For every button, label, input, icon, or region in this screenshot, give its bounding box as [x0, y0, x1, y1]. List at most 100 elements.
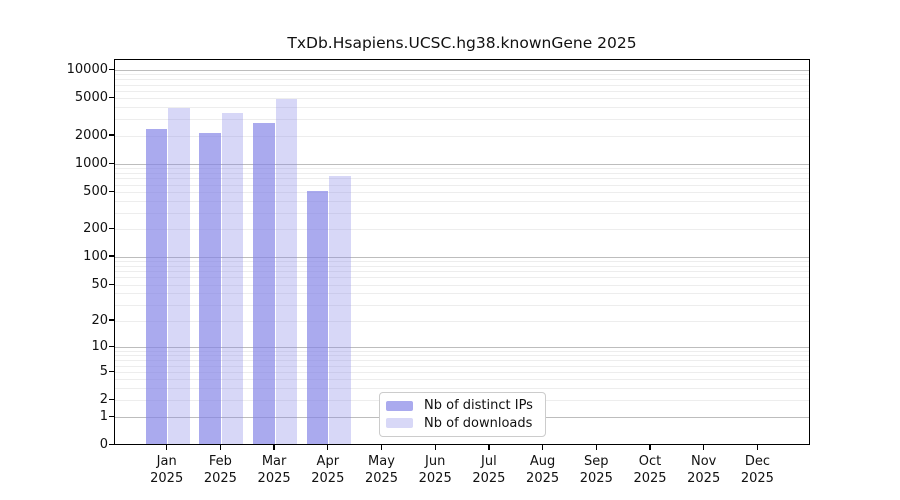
- x-tick-mark: [166, 445, 168, 450]
- major-gridline: [115, 163, 809, 165]
- y-tick-mark: [109, 346, 114, 348]
- y-axis-tick-label: 50: [91, 276, 108, 292]
- x-tick-text: Mar: [261, 454, 287, 469]
- minor-gridline: [115, 212, 809, 214]
- x-tick-mark: [488, 445, 490, 450]
- y-axis-tick-label: 5000: [74, 90, 108, 106]
- x-tick-text: 2025: [203, 471, 237, 486]
- x-tick-text: Jun: [425, 454, 446, 469]
- plot-area: [114, 59, 810, 445]
- x-axis-tick-label-may: May 2025: [350, 453, 414, 487]
- x-tick-text: 2025: [364, 471, 399, 486]
- y-axis-tick-label: 1000: [74, 155, 108, 171]
- x-tick-mark: [703, 445, 705, 450]
- minor-gridline: [115, 228, 809, 230]
- legend: Nb of distinct IPs Nb of downloads: [379, 392, 546, 437]
- y-axis-tick-label: 0: [99, 437, 108, 452]
- y-axis-tick-label: 5: [99, 364, 108, 380]
- minor-gridline: [115, 118, 809, 120]
- bar-distinct-ips-apr: [306, 190, 329, 444]
- x-tick-mark: [327, 445, 329, 450]
- x-axis-tick-label-sep: Sep 2025: [564, 453, 628, 487]
- x-tick-mark: [434, 445, 436, 450]
- y-axis-tick-label: 20: [91, 312, 108, 328]
- x-tick-text: 2025: [687, 471, 721, 486]
- y-tick-mark: [109, 319, 114, 321]
- x-tick-text: 2025: [311, 471, 345, 486]
- x-axis-tick-label-aug: Aug 2025: [511, 453, 575, 487]
- x-tick-mark: [541, 445, 544, 450]
- bar-distinct-ips-feb: [199, 132, 221, 444]
- minor-gridline: [115, 304, 809, 306]
- x-tick-text: Oct: [638, 454, 662, 469]
- y-tick-mark: [109, 416, 114, 418]
- bar-downloads-feb: [221, 113, 244, 444]
- x-tick-text: 2025: [526, 471, 560, 486]
- x-tick-mark: [380, 445, 383, 450]
- y-axis-tick-label: 1: [99, 409, 108, 425]
- minor-gridline: [115, 201, 809, 203]
- y-axis-tick-label: 500: [83, 184, 108, 200]
- x-tick-text: Aug: [529, 454, 556, 469]
- y-tick-mark: [109, 283, 114, 285]
- legend-label-distinct-ips: Nb of distinct IPs: [424, 398, 533, 414]
- y-tick-mark: [109, 371, 114, 373]
- x-tick-mark: [273, 445, 275, 450]
- legend-label-downloads: Nb of downloads: [424, 415, 533, 431]
- minor-gridline: [115, 372, 809, 374]
- legend-item-downloads: Nb of downloads: [386, 416, 537, 431]
- y-tick-mark: [109, 97, 114, 99]
- minor-gridline: [115, 168, 809, 170]
- minor-gridline: [115, 320, 809, 322]
- minor-gridline: [115, 178, 809, 180]
- y-tick-mark: [109, 398, 114, 400]
- x-tick-mark: [756, 445, 759, 450]
- chart-title: TxDb.Hsapiens.UCSC.hg38.knownGene 2025: [287, 34, 637, 52]
- y-axis-tick-label: 2: [99, 391, 108, 407]
- x-tick-text: Jan: [156, 454, 177, 469]
- minor-gridline: [115, 192, 809, 194]
- x-tick-text: Jul: [481, 454, 497, 469]
- minor-gridline: [115, 355, 809, 357]
- minor-gridline: [115, 98, 809, 100]
- y-tick-mark: [109, 227, 114, 229]
- bar-distinct-ips-mar: [253, 122, 275, 444]
- minor-gridline: [115, 172, 809, 174]
- minor-gridline: [115, 378, 809, 380]
- x-tick-text: Feb: [208, 454, 232, 469]
- y-axis-tick-label: 10000: [66, 62, 108, 77]
- minor-gridline: [115, 90, 809, 92]
- y-tick-mark: [109, 443, 114, 446]
- legend-item-distinct-ips: Nb of distinct IPs: [386, 398, 537, 413]
- legend-swatch-distinct-ips: [386, 400, 413, 411]
- y-axis-tick-label: 2000: [74, 127, 108, 143]
- minor-gridline: [115, 365, 809, 367]
- y-tick-mark: [109, 191, 114, 193]
- x-tick-text: 2025: [418, 471, 452, 486]
- x-tick-text: 2025: [257, 471, 291, 486]
- x-axis-tick-label-dec: Dec 2025: [725, 453, 789, 487]
- legend-swatch-downloads: [386, 418, 413, 429]
- x-axis-tick-label-jul: Jul 2025: [457, 453, 521, 487]
- minor-gridline: [115, 260, 809, 262]
- x-tick-text: Nov: [691, 454, 717, 469]
- y-axis-tick-label: 10: [91, 339, 108, 355]
- minor-gridline: [115, 74, 809, 76]
- minor-gridline: [115, 84, 809, 86]
- x-tick-text: 2025: [633, 471, 667, 486]
- bar-downloads-mar: [275, 99, 298, 444]
- x-tick-text: 2025: [579, 471, 613, 486]
- x-axis-tick-label-jun: Jun 2025: [403, 453, 467, 487]
- x-tick-text: 2025: [472, 471, 506, 486]
- x-tick-text: Apr: [316, 454, 340, 469]
- y-tick-mark: [109, 68, 114, 71]
- x-tick-mark: [595, 445, 597, 450]
- major-gridline: [115, 70, 809, 71]
- x-tick-text: 2025: [740, 471, 774, 486]
- minor-gridline: [115, 135, 809, 137]
- minor-gridline: [115, 387, 809, 389]
- minor-gridline: [115, 277, 809, 279]
- x-axis-tick-label-jan: Jan 2025: [135, 453, 199, 487]
- minor-gridline: [115, 107, 809, 109]
